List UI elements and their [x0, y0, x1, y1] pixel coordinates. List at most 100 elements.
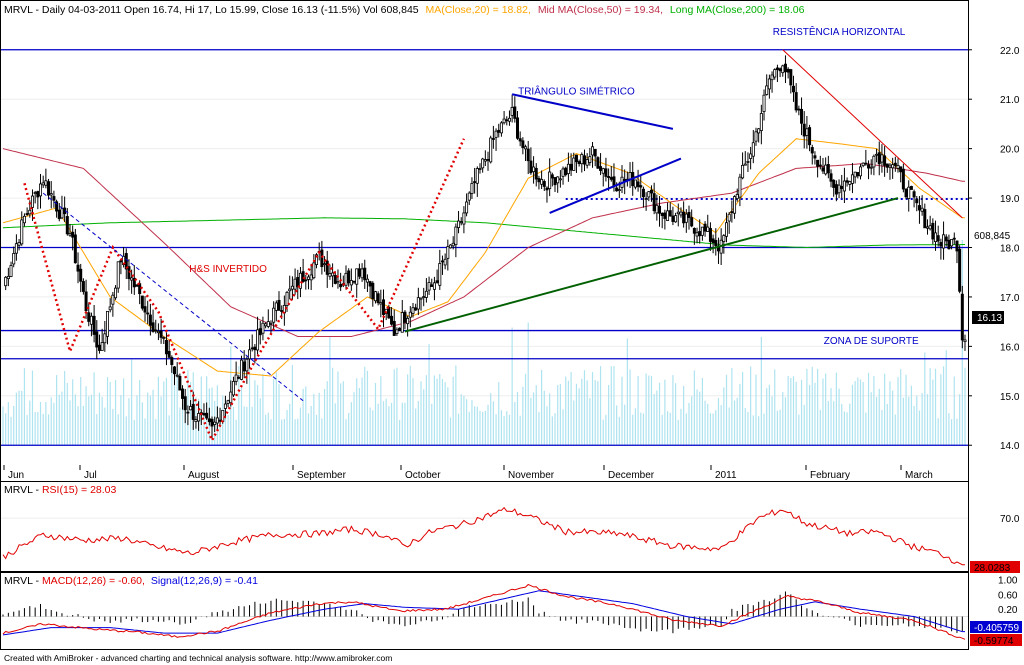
candle-body	[574, 154, 578, 163]
candle-body	[805, 128, 809, 136]
candle-body	[628, 172, 632, 180]
candle-body	[451, 242, 455, 247]
candle-body	[746, 161, 750, 163]
candle-body	[218, 419, 222, 422]
candle-body	[416, 297, 420, 310]
candle-body	[376, 293, 380, 304]
candle-body	[312, 262, 316, 279]
footer-credit: Created with AmiBroker - advanced charti…	[4, 653, 392, 663]
candle-body	[775, 67, 779, 70]
candle-body	[540, 179, 544, 185]
candle-body	[649, 189, 653, 194]
candle-body	[652, 193, 656, 212]
time-axis-label: December	[608, 470, 655, 481]
candle-body	[794, 92, 798, 111]
candle-body	[148, 314, 152, 326]
candle-body	[277, 299, 281, 311]
candle-body	[309, 274, 313, 281]
macd-last-box	[970, 621, 1022, 633]
candle-body	[248, 349, 252, 360]
price-axis: 22.0 21.0 20.0 19.0 18.0 17.0 16.0 15.0 14.0 608,…	[968, 46, 1020, 452]
candle-body	[660, 212, 664, 216]
candle-body	[526, 148, 530, 162]
candle-body	[65, 216, 69, 235]
candle-body	[816, 159, 820, 167]
candle-body	[443, 258, 447, 266]
annotation-label: ZONA DE SUPORTE	[824, 336, 919, 347]
candle-body	[725, 222, 729, 237]
rsi-last-box	[970, 561, 1020, 573]
svg-text:MRVL - Daily 04-03-2011 Open 1: MRVL - Daily 04-03-2011 Open 16.74, Hi 1…	[4, 4, 805, 16]
candle-body	[497, 129, 501, 133]
candle-body	[132, 277, 136, 288]
price-header: MRVL - Daily 04-03-2011 Open 16.74, Hi 1…	[4, 4, 805, 16]
triangle-upper-line	[511, 93, 674, 130]
time-axis-label: November	[508, 470, 555, 481]
price-tick-label: 17.0	[1000, 293, 1020, 304]
candle-body	[682, 211, 686, 224]
candle-body	[558, 178, 562, 181]
candle-body	[690, 217, 694, 227]
candle-body	[20, 219, 24, 245]
candle-body	[49, 193, 53, 196]
candle-body	[692, 227, 696, 234]
candle-body	[234, 374, 238, 382]
candle-body	[786, 68, 790, 73]
candle-body	[765, 85, 769, 95]
candle-body	[588, 156, 592, 163]
candle-body	[215, 417, 219, 424]
candle-body	[159, 330, 163, 338]
candle-body	[189, 406, 193, 411]
candle-body	[320, 249, 324, 268]
candle-body	[79, 268, 83, 282]
candle-body	[253, 346, 257, 351]
candle-body	[644, 198, 648, 200]
candle-body	[140, 295, 144, 309]
signal-last-label: -0.59774	[974, 636, 1014, 647]
candle-body	[875, 153, 879, 156]
candle-body	[81, 281, 85, 292]
candle-body	[108, 306, 112, 311]
candle-body	[44, 180, 48, 186]
candle-body	[499, 122, 503, 134]
candle-body	[9, 265, 13, 277]
candle-body	[489, 137, 493, 163]
candle-body	[960, 293, 964, 341]
price-header-prefix: MRVL - Daily 04-03-2011 Open 16.74, Hi 1…	[4, 4, 419, 16]
candle-body	[802, 123, 806, 137]
time-axis-label: 2011	[715, 470, 737, 481]
candle-body	[408, 311, 412, 318]
macd-header-prefix: MRVL -	[4, 575, 42, 587]
candle-body	[942, 234, 946, 249]
time-axis-label: September	[297, 470, 347, 481]
candle-body	[462, 212, 466, 225]
candle-body	[349, 280, 353, 286]
candle-body	[947, 239, 951, 250]
candle-body	[151, 322, 155, 332]
candle-body	[599, 166, 603, 171]
candle-body	[411, 307, 415, 314]
candle-body	[837, 184, 841, 194]
price-tick-label: 22.0	[1000, 46, 1020, 57]
candle-body	[210, 418, 214, 427]
candle-body	[172, 366, 176, 375]
candle-body	[331, 272, 335, 277]
candle-body	[703, 223, 707, 232]
candle-body	[934, 232, 938, 243]
candle-body	[928, 225, 932, 230]
candle-body	[759, 113, 763, 131]
candle-body	[170, 357, 174, 365]
candle-body	[57, 209, 61, 220]
candle-body	[73, 234, 77, 264]
candle-body	[601, 168, 605, 174]
candle-body	[778, 68, 782, 72]
candle-body	[826, 164, 830, 174]
candle-body	[808, 127, 812, 146]
candle-body	[572, 157, 576, 171]
candle-body	[617, 189, 621, 192]
candle-body	[6, 275, 10, 279]
candle-body	[534, 167, 538, 180]
candle-body	[280, 310, 284, 312]
candle-body	[4, 276, 8, 287]
candle-body	[609, 177, 613, 180]
